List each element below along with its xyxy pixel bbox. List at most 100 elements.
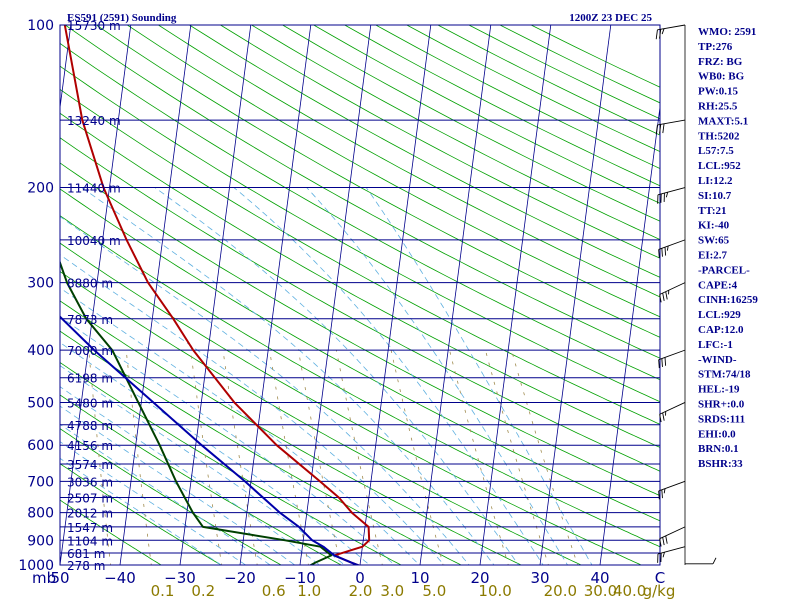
index-line: LI:12.2	[698, 175, 733, 187]
isotherm	[0, 25, 11, 565]
pressure-tick-label: 1000	[18, 558, 54, 574]
wind-barb-flag	[665, 291, 668, 300]
wind-barb	[655, 119, 686, 135]
wind-barb-staff	[658, 239, 686, 250]
wind-barb	[659, 526, 686, 547]
dewpoint-line	[60, 259, 333, 565]
mixing-ratio-line	[511, 349, 579, 565]
dry-adiabat	[188, 25, 660, 278]
moist-adiabat	[60, 342, 371, 565]
mixing-ratio-label: 30.0	[584, 582, 617, 600]
wind-barb-flag	[658, 249, 660, 258]
wind-barb-staff	[657, 187, 686, 196]
index-line: BSHR:33	[698, 458, 743, 470]
wind-barb-flag	[664, 357, 667, 366]
temperature-tick-label: 10	[410, 569, 429, 587]
index-line: KI:-40	[698, 220, 730, 232]
moist-adiabat	[60, 254, 445, 565]
mixing-ratio-line	[485, 349, 549, 565]
dry-adiabat	[60, 463, 222, 565]
index-line: LCL:952	[698, 160, 741, 172]
temperature-tick-label: 30	[530, 569, 549, 587]
dry-adiabat	[219, 25, 660, 259]
mixing-ratio-line	[449, 349, 509, 565]
dry-adiabat	[60, 65, 660, 403]
mixing-ratio-label: 20.0	[544, 582, 577, 600]
index-line: L57:7.5	[698, 145, 734, 157]
dry-adiabat	[95, 25, 660, 338]
temperature-tick-label: 40	[590, 569, 609, 587]
wind-barb-staff	[659, 282, 686, 295]
wind-barb-flag	[655, 29, 658, 40]
wind-barb-flag	[659, 538, 662, 547]
sounding-traces	[60, 25, 371, 565]
index-line: TT:21	[698, 205, 727, 217]
temperature-tick-label: C	[655, 569, 665, 587]
wind-barb-staff	[657, 119, 686, 126]
index-line: STM:74/18	[698, 369, 751, 381]
stability-indices: WMO: 2591 TP:276 FRZ: BG WB0: BG PW:0.15 RH:2…	[698, 26, 758, 470]
temperature-tick-label: −40	[104, 569, 136, 587]
wind-barb-flag	[659, 29, 662, 39]
wind-barb	[657, 546, 686, 563]
height-label: 4156 m	[67, 439, 113, 453]
wind-barb-flag	[662, 552, 665, 558]
wind-barb-flag	[659, 294, 662, 303]
wind-barb-flag	[665, 192, 669, 198]
index-line: CAPE:4	[698, 279, 738, 291]
dry-adiabat	[64, 25, 660, 359]
index-line: TP:276	[698, 41, 733, 53]
height-label: 2012 m	[67, 507, 113, 521]
index-line: BRN:0.1	[698, 443, 739, 455]
height-label: 5480 m	[67, 396, 113, 410]
wind-barb-flag	[712, 557, 717, 565]
dry-adiabat	[60, 362, 402, 565]
isotherm	[239, 25, 312, 565]
pressure-tick-label: 800	[27, 506, 54, 522]
wind-barb-flag	[658, 359, 660, 369]
wind-barb-staff	[657, 24, 686, 31]
isotherm	[359, 25, 432, 565]
wind-barb-flag	[661, 358, 663, 367]
wind-barb	[658, 349, 686, 369]
dry-adiabat	[60, 162, 660, 497]
index-line: SRDS:111	[698, 413, 745, 425]
temperature-tick-label: −10	[284, 569, 316, 587]
index-line: FRZ: BG	[698, 56, 743, 68]
moist-adiabat	[60, 386, 321, 565]
dry-adiabat	[126, 25, 660, 318]
wind-barb-flag	[655, 124, 658, 135]
mixing-ratio-label: 3.0	[380, 582, 404, 600]
index-line: SHR+:0.0	[698, 399, 745, 411]
dry-adiabat	[60, 428, 282, 565]
height-label: 681 m	[67, 547, 105, 561]
dry-adiabat	[60, 137, 660, 472]
height-label: 6198 m	[67, 372, 113, 386]
dry-adiabat	[157, 25, 660, 298]
wind-barb-flag	[659, 124, 662, 134]
wind-barb	[685, 557, 717, 565]
mixing-ratio-label: 10.0	[478, 582, 511, 600]
wind-barb-flag	[665, 535, 668, 544]
index-line: SI:10.7	[698, 190, 732, 202]
pressure-tick-label: 400	[27, 343, 54, 359]
height-label: 7873 m	[67, 313, 113, 327]
mixing-ratio-label: 1.0	[297, 582, 321, 600]
moist-adiabat	[60, 316, 395, 565]
dry-adiabat	[60, 330, 462, 565]
height-label: 8880 m	[67, 277, 113, 291]
dry-adiabat	[60, 215, 660, 548]
dry-adiabat	[60, 300, 522, 565]
index-line: MAXT:5.1	[698, 115, 748, 127]
moist-adiabat	[81, 187, 495, 565]
isotherm	[119, 25, 192, 565]
pressure-tick-label: 200	[27, 181, 54, 197]
temperature-tick-label: −20	[224, 569, 256, 587]
isotherm	[539, 25, 612, 565]
wind-barb	[655, 24, 686, 40]
pressure-tick-label: 600	[27, 438, 54, 454]
wind-barb	[658, 239, 686, 258]
mixing-ratio-label: g/kg	[643, 582, 676, 600]
